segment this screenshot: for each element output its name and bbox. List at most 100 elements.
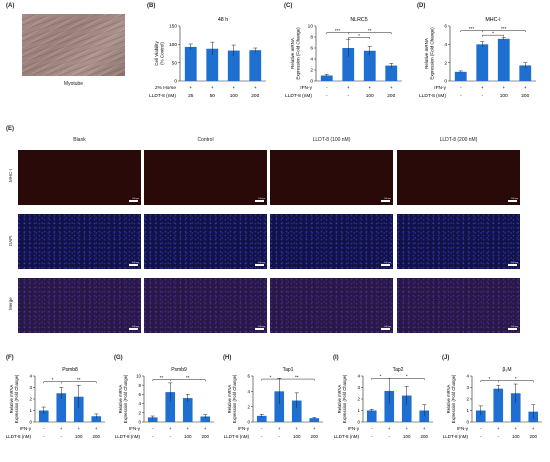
condition-cell: + xyxy=(481,86,484,91)
condition-row-label: IFN-γ xyxy=(129,426,141,431)
chart-title: Psmb8 xyxy=(62,367,78,373)
y-tick-label: 6 xyxy=(310,46,313,52)
chart-psmb8: Psmb8 Relative mRNAExpression (Fold Chang… xyxy=(6,367,105,439)
micrograph-mhc-i-2: 100 μm xyxy=(270,150,393,205)
scale-bar-label: 100 μm xyxy=(132,198,139,200)
y-axis-label-line: Expression (Fold Change) xyxy=(429,27,434,80)
condition-cell: 100 xyxy=(184,434,192,439)
condition-row-label: 2% Horse xyxy=(155,85,176,91)
y-tick-label: 0 xyxy=(29,420,32,425)
condition-cell: - xyxy=(371,426,373,431)
y-axis-label-line: Expression (Fold Change) xyxy=(232,374,237,423)
bar xyxy=(510,393,521,422)
y-axis-label-line: (% Control) xyxy=(159,42,164,65)
condition-cell: 100 xyxy=(500,93,508,99)
condition-cell: + xyxy=(313,426,316,431)
micrograph-merge-2: 100 μm xyxy=(270,278,393,333)
bar xyxy=(227,50,240,81)
significance-label: * xyxy=(380,374,382,379)
condition-cell: 100 xyxy=(403,434,411,439)
significance-label: ** xyxy=(77,377,81,382)
condition-cell: + xyxy=(295,426,298,431)
y-axis-label-line: Relative mRNA xyxy=(227,384,232,413)
condition-cell: - xyxy=(152,434,154,439)
condition-cell: + xyxy=(524,86,527,91)
panel-letter-a: (A) xyxy=(6,3,15,9)
condition-cell: + xyxy=(95,426,98,431)
y-tick-label: 6 xyxy=(444,24,447,30)
condition-row-label: LLDT-8 (nM) xyxy=(115,434,141,439)
bar xyxy=(309,418,320,422)
condition-cell: 100 xyxy=(366,93,374,99)
condition-cell: + xyxy=(368,86,371,91)
condition-row-label: IFN-γ xyxy=(457,426,469,431)
bar xyxy=(256,415,267,422)
scale-bar xyxy=(381,328,390,330)
condition-cell: - xyxy=(326,94,328,99)
significance-label: * xyxy=(52,377,54,382)
y-tick-label: 1 xyxy=(29,408,32,413)
condition-cell: 100 xyxy=(293,434,301,439)
micrograph-dapi-1: 100 μm xyxy=(144,214,267,269)
condition-cell: + xyxy=(502,86,505,91)
chart-nlrc5: NLRC5 Relative mRNAExpression (Fold Chang… xyxy=(285,17,402,99)
significance-label: * xyxy=(515,376,517,381)
condition-cell: + xyxy=(189,86,192,91)
y-tick-label: 4 xyxy=(466,374,469,379)
bar xyxy=(366,410,377,422)
y-tick-label: 4 xyxy=(357,374,360,379)
y-axis-label: Relative mRNAExpression (Fold Change) xyxy=(227,374,237,423)
y-axis-label-line: Relative mRNA xyxy=(118,384,123,413)
chart-title: β₂M xyxy=(503,367,512,373)
scale-bar-label: 100 μm xyxy=(511,262,518,264)
condition-cell: 200 xyxy=(92,434,100,439)
column-label-lldt8-100: LLDT-8 (100 nM) xyxy=(312,137,351,143)
significance-label: * xyxy=(492,30,494,36)
bar xyxy=(165,392,176,422)
y-axis-label-line: Relative mRNA xyxy=(446,384,451,413)
scale-bar xyxy=(508,264,517,266)
y-tick-label: 10 xyxy=(136,374,142,379)
column-label-lldt8-200: LLDT-8 (200 nM) xyxy=(439,137,478,143)
bar xyxy=(497,38,510,81)
panel-letter-b: (B) xyxy=(147,3,156,9)
y-tick-label: 100 xyxy=(169,42,177,48)
y-axis-label-line: Expression (Fold Change) xyxy=(14,374,19,423)
scale-bar-label: 100 μm xyxy=(384,326,391,328)
condition-cell: - xyxy=(460,94,462,99)
condition-cell: 25 xyxy=(188,93,194,99)
y-tick-label: 4 xyxy=(29,374,32,379)
y-tick-label: 0 xyxy=(444,79,447,85)
condition-cell: + xyxy=(390,86,393,91)
chart-psmb9: Psmb9 Relative mRNAExpression (Fold Chang… xyxy=(115,367,214,439)
significance-label: ** xyxy=(368,28,372,34)
scale-bar-label: 100 μm xyxy=(511,198,518,200)
chart-title: NLRC5 xyxy=(350,17,367,23)
y-axis-label: Relative mRNAExpression (Fold Change) xyxy=(446,374,456,423)
condition-row-label: LLDT-8 (nM) xyxy=(443,434,469,439)
condition-cell: + xyxy=(254,86,257,91)
condition-row-label: LLDT-8 (nM) xyxy=(334,434,360,439)
y-tick-label: 4 xyxy=(247,389,250,394)
condition-row-label: LLDT-8 (nM) xyxy=(149,93,176,99)
y-tick-label: 50 xyxy=(172,60,178,66)
chart-title: 48 h xyxy=(218,17,228,23)
scale-bar-label: 100 μm xyxy=(132,326,139,328)
bar xyxy=(56,393,67,422)
micrograph-merge-3: 100 μm xyxy=(397,278,520,333)
column-label-control: Control xyxy=(197,137,214,143)
bar xyxy=(519,65,532,81)
micrograph-merge-1: 100 μm xyxy=(144,278,267,333)
condition-row-label: IFN-γ xyxy=(348,426,360,431)
chart-title: Psmb9 xyxy=(171,367,187,373)
y-axis-label-line: Expression (Fold Change) xyxy=(451,374,456,423)
condition-cell: 100 xyxy=(230,93,238,99)
bar xyxy=(475,410,486,422)
column-label-blank: Blank xyxy=(73,137,86,143)
y-tick-label: 2 xyxy=(466,397,469,402)
bar xyxy=(385,65,398,81)
y-tick-label: 1 xyxy=(357,408,360,413)
myotube-caption: Myotube xyxy=(63,81,84,87)
condition-cell: - xyxy=(43,426,45,431)
condition-cell: 200 xyxy=(521,93,529,99)
